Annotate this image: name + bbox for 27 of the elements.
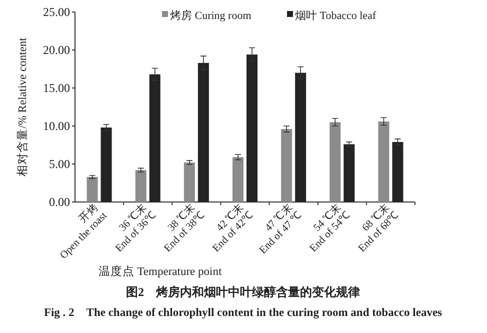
bar	[198, 62, 209, 202]
y-tick-label: 0.00	[49, 195, 70, 209]
bar	[100, 128, 112, 202]
x-tick-label: 47 ℃末 End of 47 ℃	[258, 200, 304, 256]
bar	[135, 170, 146, 202]
bar	[232, 157, 244, 202]
bar	[378, 121, 390, 202]
y-tick-label: 25.00	[43, 5, 70, 19]
bar	[246, 54, 258, 202]
bar	[281, 129, 292, 202]
x-axis-title: 温度点 Temperature point	[98, 264, 222, 278]
y-axis-title: 相对含量/% Relative content	[16, 36, 29, 176]
y-tick-label: 5.00	[49, 157, 70, 171]
bar	[184, 162, 195, 202]
legend-label: 烟叶 Tobacco leaf	[295, 9, 376, 22]
bar	[295, 72, 306, 202]
bar	[344, 144, 355, 202]
y-tick-label: 10.00	[43, 119, 70, 133]
bar	[330, 122, 341, 202]
bar	[149, 74, 160, 202]
y-tick-label: 20.00	[43, 43, 70, 57]
text: 图2 烤房内和烟叶中叶绿醇含量的变化规律	[126, 285, 360, 299]
y-tick-label: 15.00	[43, 81, 70, 95]
bar	[86, 176, 98, 202]
legend-label: 烤房 Curing room	[170, 9, 252, 22]
text: Fig . 2 The change of chlorophyll content in the curing room and tobacco leaves	[44, 307, 443, 319]
bar	[392, 142, 404, 202]
